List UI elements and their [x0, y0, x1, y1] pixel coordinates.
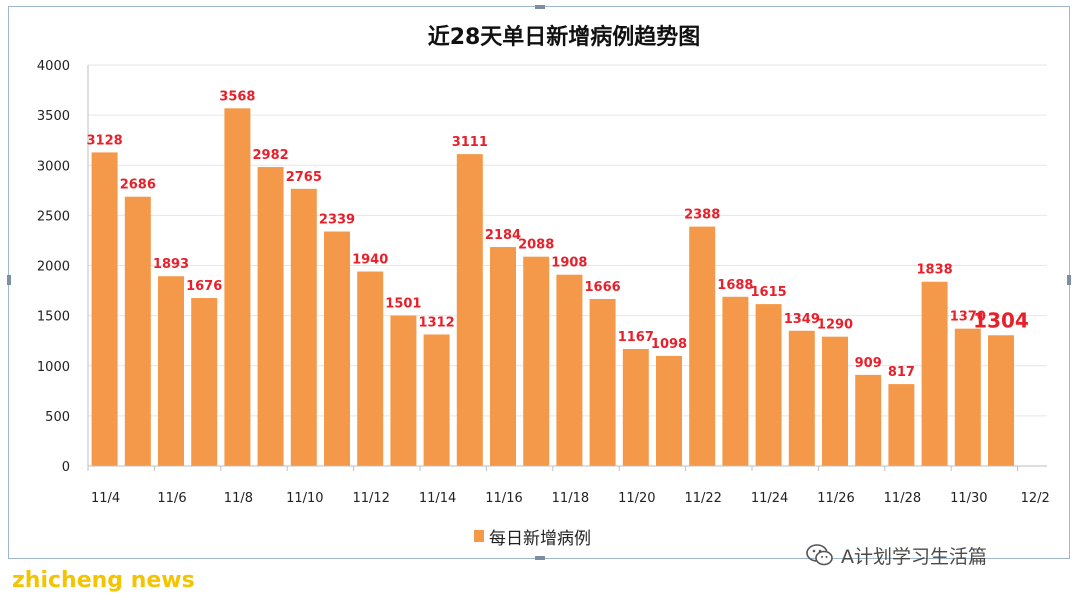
- bar: [556, 274, 583, 466]
- data-label: 1098: [651, 337, 687, 352]
- data-label: 1838: [917, 263, 953, 278]
- data-label: 909: [855, 356, 882, 371]
- bar: [589, 298, 616, 466]
- resize-handle-right[interactable]: [1067, 275, 1071, 285]
- x-tick-label: 11/28: [884, 491, 921, 506]
- x-tick-label: 11/22: [684, 491, 721, 506]
- data-label: 3111: [452, 135, 488, 150]
- data-label: 3568: [219, 89, 255, 104]
- bar: [755, 304, 782, 466]
- data-label: 817: [888, 365, 915, 380]
- bar: [91, 152, 118, 466]
- bar: [257, 167, 284, 466]
- data-label: 1940: [352, 253, 388, 268]
- x-tick-label: 11/16: [485, 491, 522, 506]
- data-label: 2339: [319, 213, 355, 228]
- watermark-right: A计划学习生活篇: [805, 540, 987, 570]
- x-tick-label: 11/10: [286, 491, 323, 506]
- x-tick-label: 12/2: [1021, 491, 1050, 506]
- bar: [656, 355, 682, 466]
- data-label: 2765: [286, 170, 322, 185]
- data-label: 1676: [186, 279, 222, 294]
- x-tick-label: 11/4: [91, 491, 120, 506]
- bar: [523, 256, 550, 466]
- bar: [622, 349, 649, 466]
- bar: [490, 247, 516, 466]
- y-tick-label: 0: [62, 460, 70, 475]
- bar: [324, 231, 350, 466]
- x-tick-label: 11/30: [950, 491, 987, 506]
- bars: [91, 108, 1014, 467]
- y-tick-label: 2000: [37, 260, 70, 275]
- watermark-left: zhicheng news: [12, 568, 195, 593]
- x-tick-label: 11/18: [552, 491, 589, 506]
- data-label: 2388: [684, 208, 720, 223]
- bar: [689, 226, 716, 466]
- legend: 每日新增病例: [474, 529, 591, 549]
- bar: [290, 188, 317, 466]
- y-tick-label: 3000: [37, 159, 70, 174]
- bar: [390, 315, 417, 466]
- wechat-icon: [806, 544, 833, 566]
- data-labels: 3128 2686 1893 1676 3568 2982 2765 2339 1940 1501…: [87, 89, 1029, 380]
- legend-swatch: [474, 530, 484, 542]
- bar: [855, 374, 882, 466]
- data-label: 1167: [618, 330, 654, 345]
- bar: [722, 296, 749, 466]
- data-label: 3128: [87, 133, 123, 148]
- resize-handle-bottom[interactable]: [535, 556, 545, 560]
- bar: [921, 281, 948, 466]
- bar: [191, 297, 218, 466]
- chart-title: 近28天单日新增病例趋势图: [428, 24, 701, 50]
- bar: [822, 336, 848, 466]
- data-label: 1501: [385, 297, 421, 312]
- bar: [456, 154, 483, 466]
- data-label: 1666: [585, 280, 621, 295]
- data-label: 2982: [253, 148, 289, 163]
- resize-handle-left[interactable]: [7, 275, 11, 285]
- bar: [423, 334, 450, 466]
- bar: [888, 384, 915, 466]
- legend-label: 每日新增病例: [489, 529, 591, 549]
- bar: [788, 330, 815, 466]
- bar: [124, 196, 151, 466]
- x-tick-label: 11/20: [618, 491, 655, 506]
- bar: [224, 108, 251, 467]
- y-axis: 0 500 1000 1500 2000 2500 3000 3500 4000: [37, 59, 89, 475]
- y-tick-label: 1500: [37, 310, 70, 325]
- y-tick-label: 1000: [37, 360, 70, 375]
- data-label: 1304: [973, 308, 1029, 332]
- data-label: 2686: [120, 178, 156, 193]
- bar: [988, 335, 1014, 466]
- data-label: 1312: [419, 315, 455, 330]
- data-label: 1615: [751, 285, 787, 300]
- x-tick-label: 11/24: [751, 491, 788, 506]
- y-tick-label: 500: [45, 410, 70, 425]
- watermark-right-text: A计划学习生活篇: [841, 545, 987, 568]
- x-tick-label: 11/14: [419, 491, 456, 506]
- y-tick-label: 2500: [37, 209, 70, 224]
- y-tick-label: 4000: [37, 59, 70, 74]
- data-label: 1290: [817, 318, 853, 333]
- x-tick-label: 11/6: [157, 491, 186, 506]
- bar: [158, 276, 184, 466]
- x-tick-label: 11/12: [352, 491, 389, 506]
- data-label: 1349: [784, 312, 820, 327]
- data-label: 2088: [518, 238, 554, 253]
- data-label: 1908: [551, 256, 587, 271]
- data-label: 1688: [717, 278, 753, 293]
- data-label: 2184: [485, 228, 521, 243]
- data-label: 1370: [950, 310, 986, 325]
- bar: [357, 271, 384, 466]
- x-tick-label: 11/8: [224, 491, 253, 506]
- x-tick-label: 11/26: [817, 491, 854, 506]
- y-tick-label: 3500: [37, 109, 70, 124]
- bar: [954, 328, 981, 466]
- resize-handle-top[interactable]: [535, 5, 545, 9]
- x-axis: 11/4 11/6 11/8 11/10 11/12 11/14 11/16 11/18 11/…: [87, 465, 1050, 506]
- data-label: 1893: [153, 257, 189, 272]
